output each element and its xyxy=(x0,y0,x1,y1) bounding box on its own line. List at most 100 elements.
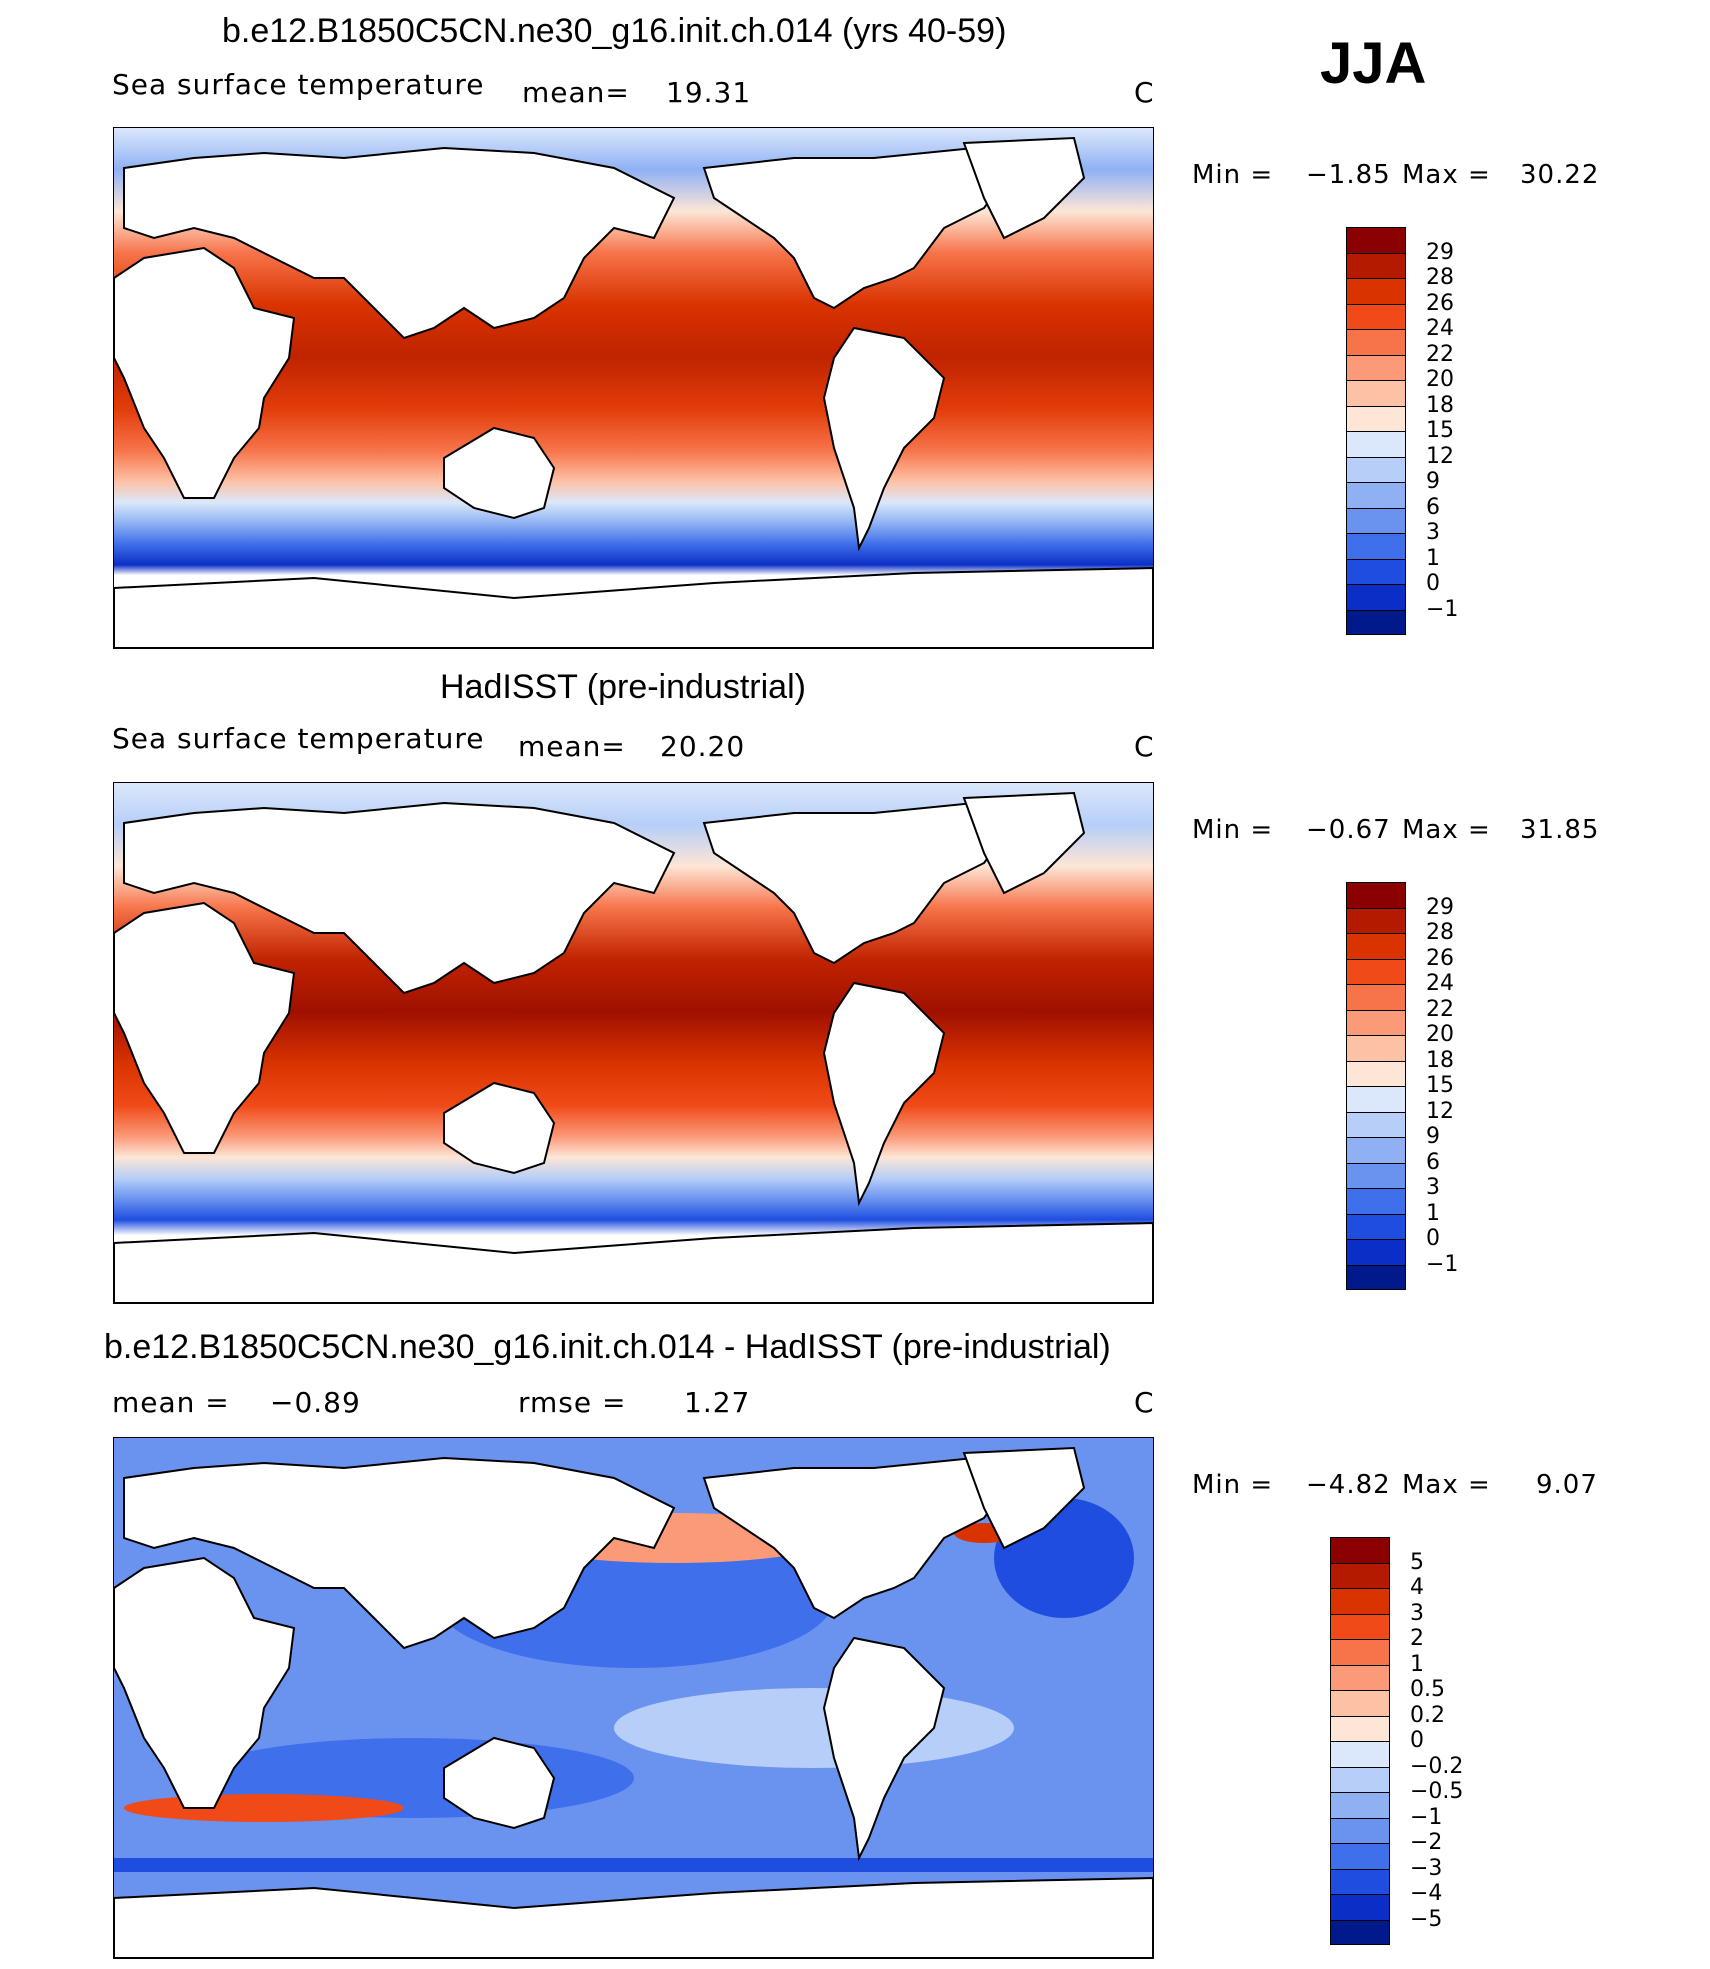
colorbar-swatch xyxy=(1346,1086,1406,1112)
colorbar-tick-label: 22 xyxy=(1426,341,1454,367)
north-america-land xyxy=(702,801,1016,965)
panel-1-max-value: 30.22 xyxy=(1520,160,1600,190)
colorbar-swatch xyxy=(1330,1817,1390,1843)
greenland-land xyxy=(962,1446,1086,1550)
panel-3-map xyxy=(113,1437,1154,1959)
colorbar-swatch xyxy=(1346,1264,1406,1290)
colorbar-tick-label: 12 xyxy=(1426,1098,1454,1124)
colorbar-swatch xyxy=(1346,227,1406,253)
colorbar-tick-label: 12 xyxy=(1426,443,1454,469)
panel-2-mean-label: mean= xyxy=(518,730,626,763)
continents xyxy=(114,1446,1153,1958)
colorbar-tick-label: 18 xyxy=(1426,1047,1454,1073)
colorbar-tick-label: 3 xyxy=(1426,520,1440,545)
colorbar-tick-label: 9 xyxy=(1426,1124,1440,1149)
panel-1-map-svg xyxy=(114,128,1153,648)
colorbar-tick-label: 9 xyxy=(1426,469,1440,494)
colorbar-swatch xyxy=(1330,1792,1390,1818)
panel-3-map-svg xyxy=(114,1438,1153,1958)
panel-1-colorbar: 29 28 26 24 22 20 18 15 12 9 6 3 1 0 −1 xyxy=(1346,227,1486,637)
colorbar-tick-label: 6 xyxy=(1426,1149,1440,1175)
colorbar-tick-label: −1 xyxy=(1410,1804,1443,1830)
south-america-land xyxy=(822,981,946,1207)
colorbar-tick-label: 0.2 xyxy=(1410,1702,1445,1728)
colorbar-tick-label: 1 xyxy=(1410,1651,1424,1677)
panel-2-min-label: Min = xyxy=(1192,815,1274,845)
continents xyxy=(114,791,1153,1303)
australia-land xyxy=(443,1081,556,1175)
colorbar-swatch xyxy=(1330,1843,1390,1869)
australia-land xyxy=(443,426,556,520)
eurasia-land xyxy=(123,801,676,995)
colorbar-swatch xyxy=(1346,882,1406,908)
colorbar-swatch xyxy=(1346,1162,1406,1188)
colorbar-swatch xyxy=(1330,1766,1390,1792)
panel-2-title: HadISST (pre-industrial) xyxy=(440,668,806,706)
colorbar-tick-label: 4 xyxy=(1410,1575,1424,1600)
antarctica-land xyxy=(114,566,1153,648)
colorbar-swatch xyxy=(1346,958,1406,984)
colorbar-swatch xyxy=(1346,1213,1406,1239)
panel-3-min-value: −4.82 xyxy=(1306,1470,1391,1500)
panel-2-mean-value: 20.20 xyxy=(660,730,746,763)
antarctica-land xyxy=(114,1876,1153,1958)
colorbar-swatch xyxy=(1330,1919,1390,1945)
colorbar-swatch xyxy=(1330,1664,1390,1690)
south-america-land xyxy=(822,1636,946,1862)
colorbar-swatch xyxy=(1346,456,1406,482)
colorbar-swatch xyxy=(1330,1690,1390,1716)
colorbar-swatch xyxy=(1330,1639,1390,1665)
panel-1-max-label: Max = xyxy=(1402,160,1491,190)
colorbar-tick-label: 28 xyxy=(1426,920,1454,945)
antarctica-land xyxy=(114,1221,1153,1303)
north-america-land xyxy=(702,1456,1016,1620)
panel-2-map xyxy=(113,782,1154,1304)
panel-2-map-svg xyxy=(114,783,1153,1303)
colorbar-swatch xyxy=(1346,431,1406,457)
colorbar-swatch xyxy=(1330,1562,1390,1588)
colorbar-swatch xyxy=(1346,1239,1406,1265)
colorbar-swatch xyxy=(1330,1715,1390,1741)
panel-2-min-value: −0.67 xyxy=(1306,815,1391,845)
panel-1-mean-value: 19.31 xyxy=(666,76,752,109)
colorbar-swatch xyxy=(1346,1188,1406,1214)
greenland-land xyxy=(962,791,1086,895)
panel-1-title: b.e12.B1850C5CN.ne30_g16.init.ch.014 (yr… xyxy=(222,12,1007,50)
colorbar-swatch xyxy=(1346,482,1406,508)
colorbar-tick-label: 15 xyxy=(1426,1073,1454,1098)
panel-3-rmse-value: 1.27 xyxy=(684,1386,751,1419)
colorbar-tick-label: −3 xyxy=(1410,1855,1443,1881)
colorbar-swatch xyxy=(1346,1060,1406,1086)
colorbar-swatch xyxy=(1330,1894,1390,1920)
colorbar-swatch xyxy=(1346,1111,1406,1137)
africa-land xyxy=(114,246,296,499)
continents xyxy=(114,136,1153,648)
colorbar-swatch xyxy=(1330,1537,1390,1563)
colorbar-swatch xyxy=(1330,1588,1390,1614)
panel-3-min-label: Min = xyxy=(1192,1470,1274,1500)
colorbar-tick-label: 29 xyxy=(1426,239,1454,265)
colorbar-swatch xyxy=(1346,558,1406,584)
south-pacific-weak-anomaly xyxy=(614,1688,1014,1768)
colorbar-tick-label: 20 xyxy=(1426,1022,1454,1047)
southern-warm-band xyxy=(124,1794,404,1822)
colorbar-tick-label: −2 xyxy=(1410,1830,1443,1855)
colorbar-swatch xyxy=(1346,252,1406,278)
colorbar-swatch xyxy=(1346,533,1406,559)
colorbar-tick-label: 0 xyxy=(1426,571,1440,596)
colorbar-swatch xyxy=(1346,907,1406,933)
colorbar-swatch xyxy=(1330,1868,1390,1894)
panel-2-variable-label: Sea surface temperature xyxy=(112,722,485,755)
colorbar-tick-label: 15 xyxy=(1426,418,1454,443)
panel-1-mean-label: mean= xyxy=(522,76,630,109)
panel-2-colorbar: 29 28 26 24 22 20 18 15 12 9 6 3 1 0 −1 xyxy=(1346,882,1486,1292)
colorbar-swatch xyxy=(1346,1137,1406,1163)
africa-land xyxy=(114,1556,296,1809)
colorbar-tick-label: 0 xyxy=(1410,1728,1424,1753)
colorbar-tick-label: 22 xyxy=(1426,996,1454,1022)
eurasia-land xyxy=(123,146,676,340)
panel-2-units: C xyxy=(1134,730,1155,763)
colorbar-swatch xyxy=(1346,933,1406,959)
panel-3-title: b.e12.B1850C5CN.ne30_g16.init.ch.014 - H… xyxy=(104,1328,1111,1366)
panel-1-min-value: −1.85 xyxy=(1306,160,1391,190)
